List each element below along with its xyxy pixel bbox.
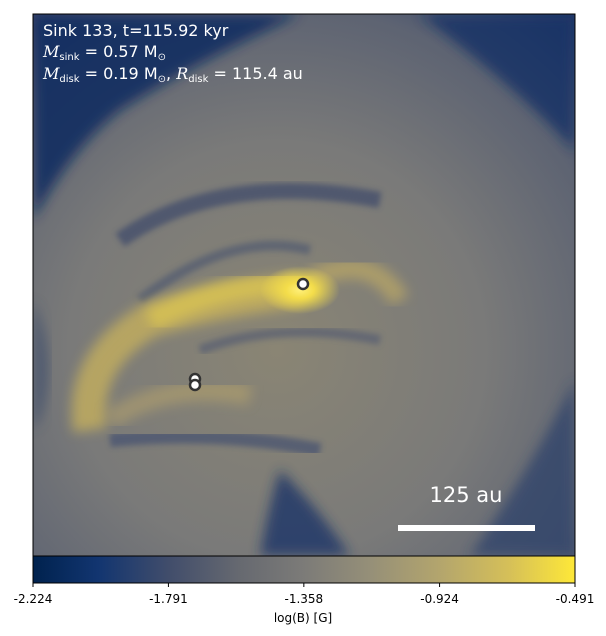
m-sink-value: = 0.57 M xyxy=(79,42,158,61)
colorbar-tick-label: -1.358 xyxy=(284,592,324,606)
r-disk-symbol: R xyxy=(176,64,189,83)
sink-title: Sink 133, t=115.92 kyr xyxy=(43,21,229,40)
sun-symbol: ⊙ xyxy=(157,52,166,63)
heatmap-panel xyxy=(33,14,575,556)
r-disk-sub: disk xyxy=(188,74,209,85)
m-disk-symbol: M xyxy=(43,64,60,83)
colorbar-tick-label: -0.491 xyxy=(555,592,595,606)
m-sink-symbol: M xyxy=(43,42,60,61)
disk-params-label: Mdisk = 0.19 M⊙, Rdisk = 115.4 au xyxy=(43,64,303,85)
colorbar-tick-label: -1.791 xyxy=(149,592,188,606)
sink-mass-label: Msink = 0.57 M⊙ xyxy=(43,42,166,68)
sun-symbol: ⊙ xyxy=(157,74,167,85)
scale-bar-label: 125 au xyxy=(429,483,503,507)
m-disk-value: = 0.19 M xyxy=(79,64,158,83)
colorbar-ticks xyxy=(32,583,576,587)
colorbar-label: log(B) [G] xyxy=(273,611,333,625)
m-disk-sub: disk xyxy=(59,74,80,85)
r-disk-value: = 115.4 au xyxy=(208,64,303,83)
colorbar xyxy=(32,555,576,584)
colorbar-tick-label: -2.224 xyxy=(13,592,53,606)
scale-bar xyxy=(398,525,535,531)
sink-marker xyxy=(188,378,202,392)
colorbar-tick-label: -0.924 xyxy=(420,592,459,606)
sink-marker xyxy=(296,277,310,291)
m-sink-sub: sink xyxy=(59,52,80,63)
field-core-glow xyxy=(260,266,340,314)
